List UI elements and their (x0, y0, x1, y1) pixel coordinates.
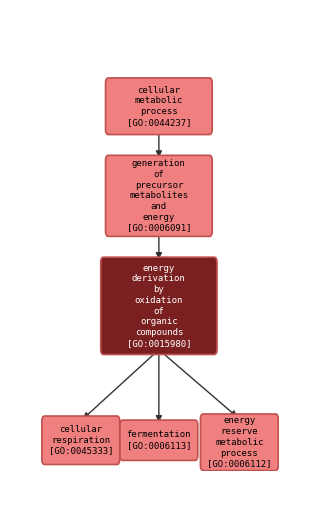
FancyBboxPatch shape (42, 416, 120, 464)
FancyBboxPatch shape (120, 420, 198, 460)
Text: energy
derivation
by
oxidation
of
organic
compounds
[GO:0015980]: energy derivation by oxidation of organi… (126, 264, 191, 348)
FancyBboxPatch shape (101, 257, 217, 354)
Text: cellular
metabolic
process
[GO:0044237]: cellular metabolic process [GO:0044237] (126, 86, 191, 127)
FancyBboxPatch shape (105, 78, 212, 134)
Text: generation
of
precursor
metabolites
and
energy
[GO:0006091]: generation of precursor metabolites and … (126, 159, 191, 233)
Text: cellular
respiration
[GO:0045333]: cellular respiration [GO:0045333] (49, 425, 113, 455)
FancyBboxPatch shape (105, 156, 212, 236)
FancyBboxPatch shape (201, 414, 278, 471)
Text: energy
reserve
metabolic
process
[GO:0006112]: energy reserve metabolic process [GO:000… (207, 416, 272, 468)
Text: fermentation
[GO:0006113]: fermentation [GO:0006113] (126, 431, 191, 450)
